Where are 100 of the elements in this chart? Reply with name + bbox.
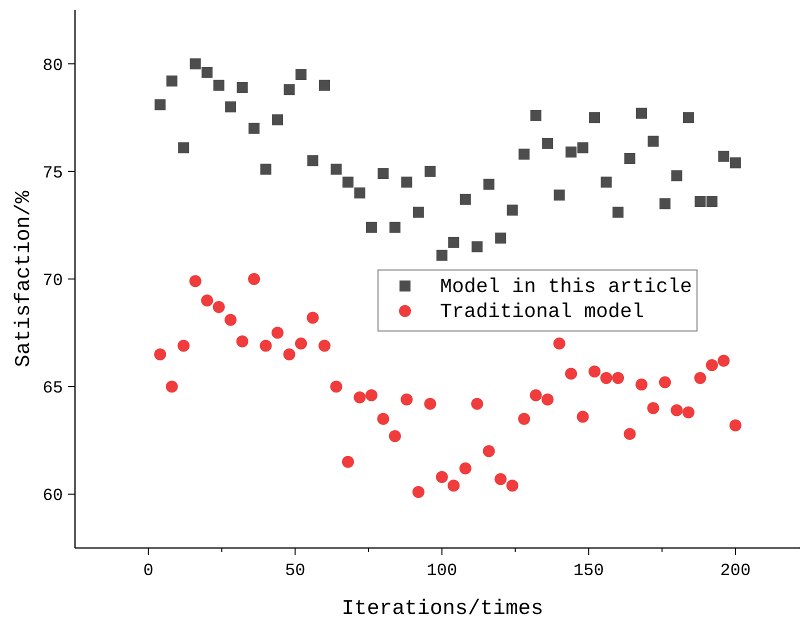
point [354, 187, 366, 198]
point [306, 312, 319, 324]
point [377, 412, 390, 425]
x-axis-title: Iterations/times [342, 598, 544, 621]
x-tick-label: 150 [573, 562, 604, 581]
point [389, 222, 400, 233]
point [260, 340, 272, 352]
point [694, 196, 706, 208]
point [600, 372, 612, 384]
point [530, 110, 542, 121]
point [212, 300, 225, 313]
point [624, 428, 636, 440]
point [436, 470, 448, 483]
point [565, 368, 578, 380]
y-tick-label: 60 [42, 487, 63, 506]
point [412, 206, 424, 218]
point [178, 340, 190, 352]
point [166, 76, 178, 87]
point [600, 176, 612, 188]
point [154, 99, 166, 110]
x-tick-label: 100 [426, 562, 458, 581]
point [307, 155, 318, 166]
point [718, 354, 730, 367]
point [682, 406, 694, 418]
point [342, 456, 354, 468]
x-tick-label: 200 [720, 562, 751, 581]
point [706, 196, 718, 208]
point [518, 148, 530, 160]
point [542, 394, 554, 406]
point [213, 80, 224, 91]
point [248, 273, 260, 285]
point [553, 338, 566, 350]
point [201, 294, 214, 307]
point [659, 198, 670, 210]
point [530, 389, 542, 402]
point [224, 314, 237, 326]
point [400, 394, 413, 406]
point [506, 480, 518, 492]
point [718, 150, 730, 162]
point [436, 250, 448, 261]
y-tick-label: 65 [42, 380, 63, 399]
point [189, 275, 202, 288]
point [670, 404, 683, 416]
legend-label: Model in this article [440, 276, 692, 299]
legend-label: Traditional model [440, 301, 644, 324]
point [483, 178, 494, 190]
point [682, 112, 694, 124]
point [471, 398, 484, 410]
point [284, 84, 295, 96]
point [248, 122, 260, 134]
point [296, 69, 307, 80]
point [202, 66, 213, 78]
point [448, 480, 460, 492]
x-tick-label: 0 [143, 562, 154, 581]
point [178, 142, 190, 154]
point [494, 473, 507, 486]
point [576, 410, 589, 423]
point [225, 101, 236, 112]
point [354, 391, 366, 404]
point [318, 80, 330, 91]
point [706, 359, 718, 372]
point [506, 204, 518, 216]
point [648, 136, 659, 147]
point [460, 194, 471, 205]
point [190, 58, 201, 70]
point [365, 389, 378, 402]
point [636, 108, 647, 119]
point [412, 486, 424, 498]
point [448, 236, 460, 248]
point [154, 348, 166, 360]
point [401, 176, 412, 188]
point [366, 222, 377, 233]
point [624, 152, 636, 164]
point [729, 419, 742, 432]
point [554, 190, 565, 201]
point [424, 166, 436, 177]
point [260, 164, 272, 175]
point [577, 142, 588, 154]
y-tick-label: 80 [42, 56, 63, 76]
point [495, 232, 506, 244]
y-tick-label: 70 [42, 272, 63, 291]
point [647, 402, 660, 414]
point [388, 430, 401, 442]
point [658, 376, 671, 388]
point [342, 176, 354, 188]
point [472, 241, 483, 252]
point [236, 335, 248, 348]
point [612, 372, 624, 384]
x-tick-label: 50 [284, 562, 306, 581]
y-axis-title: Satisfaction/% [13, 190, 36, 368]
point [588, 366, 601, 378]
point [236, 82, 248, 93]
y-tick-label: 75 [42, 164, 63, 184]
point [330, 164, 342, 175]
point [612, 206, 624, 218]
point [283, 348, 296, 360]
point [378, 168, 389, 180]
point [166, 380, 178, 393]
point [459, 462, 472, 474]
point [671, 170, 682, 182]
